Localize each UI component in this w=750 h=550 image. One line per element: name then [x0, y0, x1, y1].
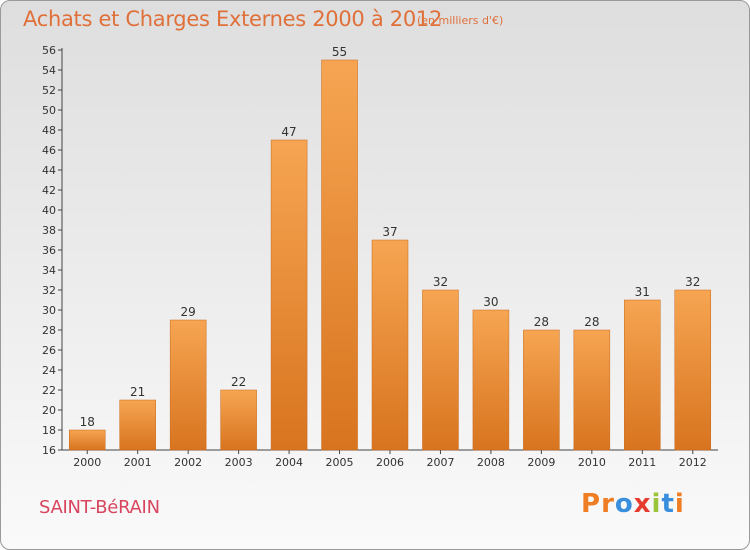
- x-tick-label: 2000: [73, 456, 101, 469]
- y-tick-label: 56: [42, 44, 56, 57]
- proxiti-logo: Proxiti: [581, 489, 685, 519]
- bar: [371, 239, 409, 451]
- y-tick-label: 34: [42, 264, 56, 277]
- x-tick-label: 2006: [376, 456, 404, 469]
- bar: [573, 329, 611, 451]
- bar-value-label: 32: [433, 275, 448, 289]
- y-tick-label: 24: [42, 364, 56, 377]
- y-tick-label: 30: [42, 304, 56, 317]
- y-tick-label: 50: [42, 104, 56, 117]
- chart-title: Achats et Charges Externes 2000 à 2012: [23, 7, 443, 31]
- y-tick-label: 38: [42, 224, 56, 237]
- x-tick-label: 2005: [326, 456, 354, 469]
- y-tick-label: 26: [42, 344, 56, 357]
- x-tick-label: 2001: [124, 456, 152, 469]
- y-tick-label: 16: [42, 444, 56, 457]
- y-tick-label: 44: [42, 164, 56, 177]
- y-tick-label: 54: [42, 64, 56, 77]
- bar-value-label: 30: [483, 295, 498, 309]
- y-tick-label: 42: [42, 184, 56, 197]
- y-tick-label: 32: [42, 284, 56, 297]
- bar-value-label: 55: [332, 45, 347, 59]
- y-tick-label: 52: [42, 84, 56, 97]
- x-tick-label: 2010: [578, 456, 606, 469]
- bar: [119, 399, 156, 451]
- bar-value-label: 22: [231, 375, 246, 389]
- bar: [624, 299, 661, 451]
- bar-value-label: 32: [685, 275, 700, 289]
- bar-value-label: 28: [584, 315, 599, 329]
- chart-subtitle: (en milliers d'€): [417, 14, 504, 27]
- bar-value-label: 21: [130, 385, 145, 399]
- x-tick-label: 2012: [679, 456, 707, 469]
- bar-value-label: 37: [382, 225, 397, 239]
- x-tick-label: 2011: [628, 456, 656, 469]
- bar-value-label: 28: [534, 315, 549, 329]
- bar-value-label: 31: [635, 285, 650, 299]
- bar: [220, 389, 257, 451]
- x-tick-label: 2003: [225, 456, 253, 469]
- y-tick-label: 28: [42, 324, 56, 337]
- commune-name: SAINT-BéRAIN: [39, 497, 160, 518]
- y-tick-label: 36: [42, 244, 56, 257]
- bar: [422, 289, 459, 451]
- chart-labels: 18 2000 21 2001 29 2002 22 2003 47 2004 55 2005 37 20…: [73, 45, 707, 469]
- y-tick-label: 40: [42, 204, 56, 217]
- bar: [169, 319, 207, 451]
- bar: [674, 289, 712, 451]
- bar: [321, 59, 358, 451]
- y-tick-label: 46: [42, 144, 56, 157]
- x-tick-label: 2002: [174, 456, 202, 469]
- bar-value-label: 47: [281, 125, 296, 139]
- x-tick-label: 2004: [275, 456, 303, 469]
- y-tick-label: 20: [42, 404, 56, 417]
- y-tick-label: 18: [42, 424, 56, 437]
- bar-value-label: 18: [80, 415, 95, 429]
- chart-bars: [68, 59, 712, 451]
- bar: [68, 429, 106, 451]
- bar: [472, 309, 510, 451]
- bar-value-label: 29: [181, 305, 196, 319]
- x-tick-label: 2008: [477, 456, 505, 469]
- y-tick-label: 22: [42, 384, 56, 397]
- x-tick-label: 2007: [426, 456, 454, 469]
- x-tick-label: 2009: [527, 456, 555, 469]
- y-tick-label: 48: [42, 124, 56, 137]
- bar: [523, 329, 560, 451]
- bar: [270, 139, 308, 451]
